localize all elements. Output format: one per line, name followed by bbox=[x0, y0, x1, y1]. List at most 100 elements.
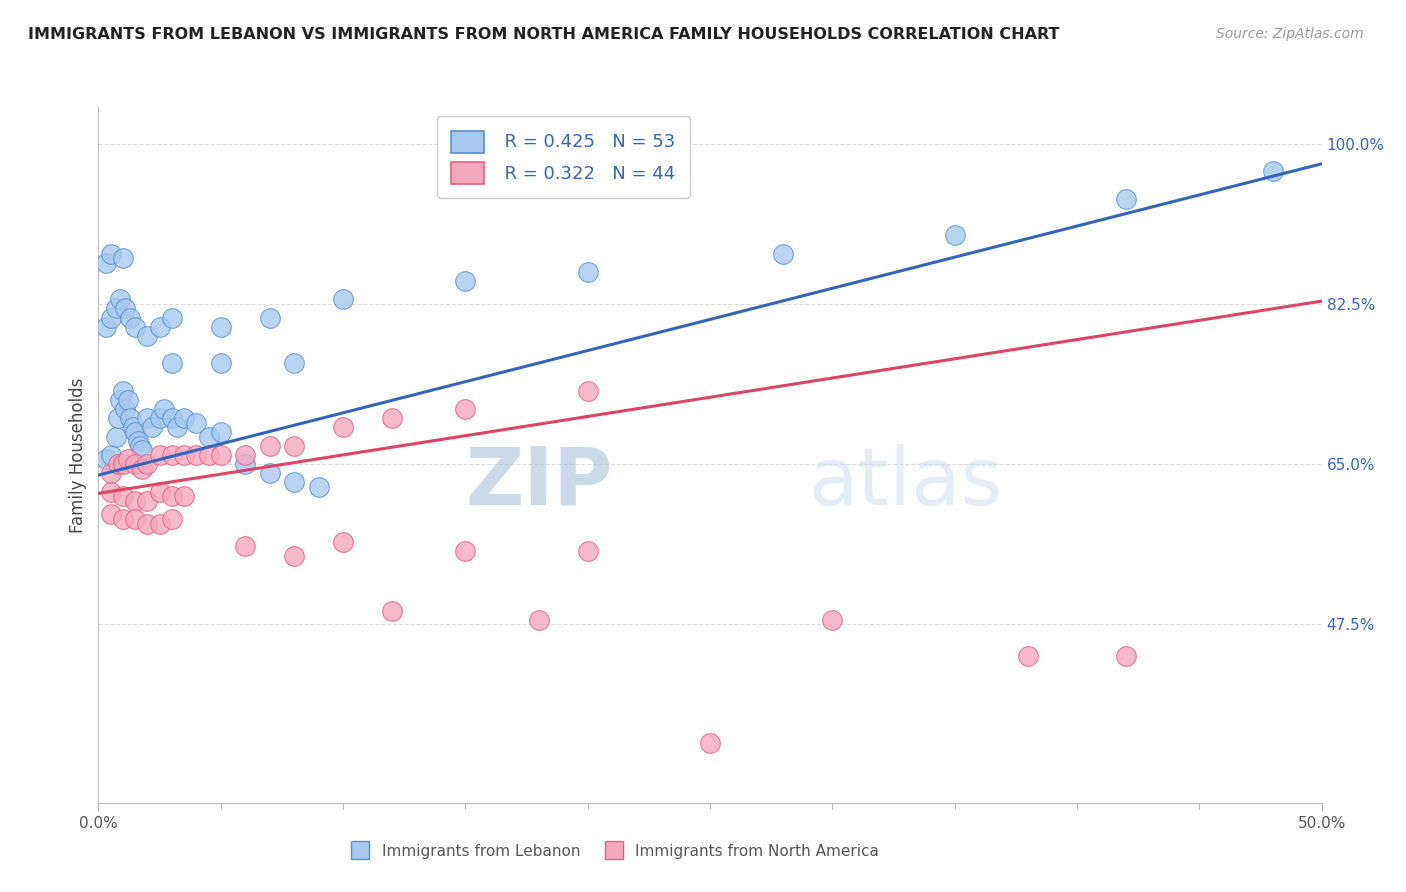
Text: ZIP: ZIP bbox=[465, 443, 612, 522]
Point bbox=[120, 411, 142, 425]
Point bbox=[943, 228, 966, 243]
Point bbox=[124, 493, 146, 508]
Point bbox=[454, 402, 477, 417]
Point bbox=[100, 246, 122, 260]
Point bbox=[136, 457, 159, 471]
Point bbox=[772, 246, 794, 260]
Point bbox=[136, 329, 159, 343]
Point bbox=[259, 467, 281, 481]
Point bbox=[166, 420, 188, 434]
Point bbox=[259, 310, 281, 325]
Point bbox=[233, 457, 256, 471]
Point bbox=[107, 411, 129, 425]
Point bbox=[131, 461, 153, 475]
Point bbox=[111, 489, 134, 503]
Point bbox=[308, 480, 330, 494]
Y-axis label: Family Households: Family Households bbox=[69, 377, 87, 533]
Point bbox=[110, 293, 132, 307]
Text: Source: ZipAtlas.com: Source: ZipAtlas.com bbox=[1216, 27, 1364, 41]
Point bbox=[283, 475, 305, 490]
Point bbox=[160, 411, 183, 425]
Point bbox=[131, 443, 153, 458]
Point bbox=[283, 549, 305, 563]
Point bbox=[160, 310, 183, 325]
Point bbox=[209, 425, 232, 439]
Point bbox=[124, 457, 146, 471]
Point bbox=[94, 255, 117, 269]
Point bbox=[283, 439, 305, 453]
Text: atlas: atlas bbox=[808, 443, 1002, 522]
Point bbox=[197, 429, 219, 443]
Point bbox=[160, 489, 183, 503]
Point bbox=[332, 293, 354, 307]
Point bbox=[100, 484, 122, 499]
Point bbox=[129, 439, 152, 453]
Point bbox=[104, 429, 127, 443]
Point bbox=[124, 425, 146, 439]
Point bbox=[1115, 649, 1137, 664]
Point bbox=[121, 420, 143, 434]
Point bbox=[104, 301, 127, 316]
Point bbox=[136, 411, 159, 425]
Point bbox=[100, 448, 122, 462]
Point bbox=[160, 356, 183, 370]
Legend: Immigrants from Lebanon, Immigrants from North America: Immigrants from Lebanon, Immigrants from… bbox=[339, 838, 886, 864]
Point bbox=[173, 411, 195, 425]
Point bbox=[173, 489, 195, 503]
Point bbox=[699, 736, 721, 750]
Point bbox=[111, 384, 134, 398]
Point bbox=[173, 448, 195, 462]
Point bbox=[149, 516, 172, 531]
Point bbox=[1261, 164, 1284, 178]
Point bbox=[141, 420, 163, 434]
Point bbox=[111, 457, 134, 471]
Point bbox=[124, 319, 146, 334]
Point bbox=[136, 493, 159, 508]
Point bbox=[111, 512, 134, 526]
Point bbox=[160, 448, 183, 462]
Point bbox=[576, 265, 599, 279]
Point bbox=[100, 508, 122, 522]
Text: IMMIGRANTS FROM LEBANON VS IMMIGRANTS FROM NORTH AMERICA FAMILY HOUSEHOLDS CORRE: IMMIGRANTS FROM LEBANON VS IMMIGRANTS FR… bbox=[28, 27, 1060, 42]
Point bbox=[114, 402, 136, 417]
Point bbox=[110, 392, 132, 407]
Point bbox=[576, 384, 599, 398]
Point bbox=[186, 448, 208, 462]
Point bbox=[233, 540, 256, 554]
Point bbox=[209, 448, 232, 462]
Point bbox=[117, 452, 139, 467]
Point bbox=[149, 411, 172, 425]
Point bbox=[136, 516, 159, 531]
Point bbox=[259, 439, 281, 453]
Point bbox=[149, 448, 172, 462]
Point bbox=[332, 535, 354, 549]
Point bbox=[94, 319, 117, 334]
Point bbox=[381, 603, 404, 617]
Point bbox=[576, 544, 599, 558]
Point bbox=[117, 392, 139, 407]
Point bbox=[149, 319, 172, 334]
Point bbox=[120, 310, 142, 325]
Point bbox=[100, 310, 122, 325]
Point bbox=[127, 434, 149, 449]
Point bbox=[332, 420, 354, 434]
Point bbox=[527, 613, 550, 627]
Point bbox=[197, 448, 219, 462]
Point bbox=[149, 484, 172, 499]
Point bbox=[821, 613, 844, 627]
Point bbox=[1115, 192, 1137, 206]
Point bbox=[233, 448, 256, 462]
Point bbox=[381, 411, 404, 425]
Point bbox=[454, 274, 477, 288]
Point bbox=[209, 319, 232, 334]
Point bbox=[186, 416, 208, 430]
Point bbox=[283, 356, 305, 370]
Point bbox=[454, 544, 477, 558]
Point bbox=[100, 467, 122, 481]
Point bbox=[114, 301, 136, 316]
Point bbox=[1017, 649, 1039, 664]
Point bbox=[160, 512, 183, 526]
Point bbox=[124, 512, 146, 526]
Point bbox=[209, 356, 232, 370]
Point bbox=[94, 452, 117, 467]
